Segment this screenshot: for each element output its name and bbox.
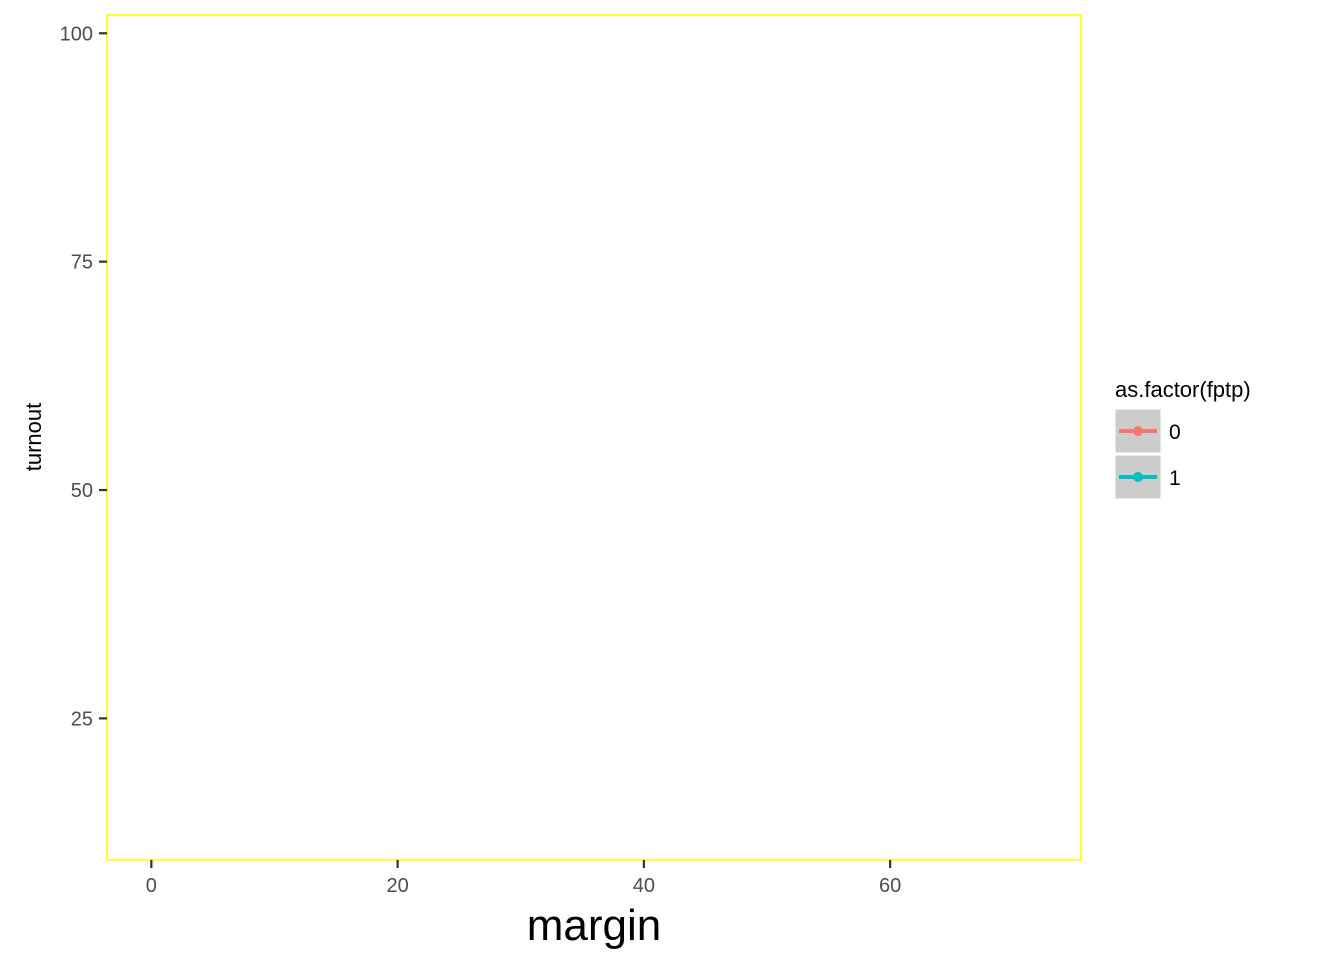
y-tick-label: 25	[71, 708, 93, 730]
plot-panel	[107, 15, 1081, 860]
y-tick-label: 50	[71, 480, 93, 502]
x-axis-title: margin	[527, 901, 662, 950]
y-tick-label: 100	[60, 23, 93, 45]
x-axis: 0 20 40 60	[146, 860, 901, 897]
legend-key-point	[1133, 426, 1143, 436]
y-axis: 25 50 75 100	[60, 23, 107, 730]
plot-panel-border	[106, 14, 1082, 861]
x-tick-label: 40	[633, 875, 655, 897]
x-tick-label: 20	[386, 875, 408, 897]
y-tick-label: 75	[71, 252, 93, 274]
legend-title: as.factor(fptp)	[1115, 377, 1251, 402]
x-tick-label: 60	[879, 875, 901, 897]
x-tick-label: 0	[146, 875, 157, 897]
legend-keys: 01	[1114, 408, 1181, 500]
legend: as.factor(fptp) 01	[1114, 377, 1251, 500]
legend-label-1: 1	[1169, 467, 1181, 490]
y-axis-title: turnout	[21, 403, 46, 472]
legend-key-point	[1133, 472, 1143, 482]
legend-label-0: 0	[1169, 421, 1181, 444]
